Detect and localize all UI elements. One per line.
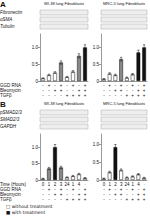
svg-text:+: + — [143, 93, 146, 98]
svg-text:+: + — [78, 93, 81, 98]
svg-text:0: 0 — [35, 178, 38, 183]
svg-text:■ with treatment: ■ with treatment — [6, 210, 45, 215]
svg-text:+: + — [143, 197, 146, 202]
svg-text:4: 4 — [77, 182, 81, 187]
svg-text:1.0: 1.0 — [93, 142, 100, 147]
svg-text:-: - — [48, 93, 50, 98]
svg-text:-: - — [120, 93, 122, 98]
svg-text:+: + — [72, 93, 75, 98]
svg-text:TGFβ: TGFβ — [0, 197, 12, 202]
svg-text:24: 24 — [124, 182, 130, 187]
svg-text:Fibronectin: Fibronectin — [0, 10, 23, 15]
svg-text:-: - — [120, 197, 122, 202]
svg-text:1.0: 1.0 — [32, 45, 39, 50]
svg-text:1.0: 1.0 — [93, 45, 100, 50]
svg-text:Time (Hours): Time (Hours) — [0, 182, 27, 187]
svg-text:Bleomycin: Bleomycin — [0, 88, 21, 93]
svg-text:-: - — [109, 93, 111, 98]
svg-text:GAPDH: GAPDH — [0, 124, 17, 129]
svg-text:-: - — [42, 93, 44, 98]
svg-text:TGFβ: TGFβ — [0, 93, 12, 98]
svg-text:-: - — [48, 197, 50, 202]
svg-text:MRC-5 lung Fibroblasts: MRC-5 lung Fibroblasts — [103, 101, 145, 106]
svg-text:0: 0 — [96, 178, 99, 183]
svg-text:+: + — [131, 197, 134, 202]
svg-text:-: - — [103, 197, 105, 202]
svg-text:pSMAD2/3: pSMAD2/3 — [0, 110, 22, 115]
svg-text:24: 24 — [64, 182, 70, 187]
svg-text:0.5: 0.5 — [32, 161, 39, 166]
svg-text:1: 1 — [47, 182, 51, 187]
svg-text:1: 1 — [108, 182, 111, 187]
svg-text:0: 0 — [41, 182, 45, 187]
svg-text:-: - — [42, 197, 44, 202]
svg-text:0.5: 0.5 — [93, 160, 100, 165]
svg-text:Bleomycin: Bleomycin — [0, 192, 21, 197]
svg-text:αSMA: αSMA — [0, 17, 12, 22]
svg-text:+: + — [84, 93, 87, 98]
svg-text:0.5: 0.5 — [32, 62, 39, 67]
svg-text:1: 1 — [131, 182, 134, 187]
svg-text:A: A — [0, 0, 6, 9]
svg-text:SMAD2/3: SMAD2/3 — [0, 117, 20, 122]
svg-text:+: + — [84, 197, 87, 202]
svg-text:+: + — [126, 197, 129, 202]
svg-text:+: + — [126, 93, 129, 98]
svg-text:+: + — [66, 93, 69, 98]
svg-text:GGD RNA: GGD RNA — [0, 187, 21, 192]
svg-text:+: + — [66, 197, 69, 202]
svg-text:-: - — [60, 197, 62, 202]
svg-text:B: B — [0, 100, 6, 109]
svg-text:2: 2 — [53, 182, 57, 187]
svg-text:WI-38 lung Fibroblasts: WI-38 lung Fibroblasts — [44, 101, 84, 106]
svg-text:+: + — [72, 197, 75, 202]
svg-text:+: + — [78, 197, 81, 202]
svg-text:1.0: 1.0 — [32, 145, 39, 150]
svg-text:-: - — [103, 93, 105, 98]
svg-text:+: + — [137, 93, 140, 98]
svg-text:Tubulin: Tubulin — [0, 24, 15, 29]
svg-text:0: 0 — [35, 79, 38, 84]
svg-text:-: - — [60, 93, 62, 98]
svg-text:0: 0 — [102, 182, 106, 187]
svg-text:3: 3 — [59, 182, 63, 187]
svg-text:1: 1 — [71, 182, 75, 187]
svg-text:+: + — [131, 93, 134, 98]
svg-text:0.5: 0.5 — [93, 62, 100, 67]
svg-text:4: 4 — [137, 182, 140, 187]
svg-text:0: 0 — [96, 79, 99, 84]
svg-text:2: 2 — [114, 182, 117, 187]
svg-text:-: - — [54, 93, 56, 98]
svg-text:MRC-5 lung Fibroblasts: MRC-5 lung Fibroblasts — [103, 1, 145, 6]
svg-text:-: - — [115, 93, 117, 98]
svg-text:GGD RNA: GGD RNA — [0, 83, 21, 88]
svg-text:□ without treatment: □ without treatment — [6, 204, 53, 209]
svg-text:+: + — [137, 197, 140, 202]
svg-text:-: - — [109, 197, 111, 202]
svg-text:-: - — [54, 197, 56, 202]
svg-text:WI-38 lung Fibroblasts: WI-38 lung Fibroblasts — [44, 1, 84, 6]
svg-text:-: - — [115, 197, 117, 202]
svg-text:3: 3 — [119, 182, 123, 187]
